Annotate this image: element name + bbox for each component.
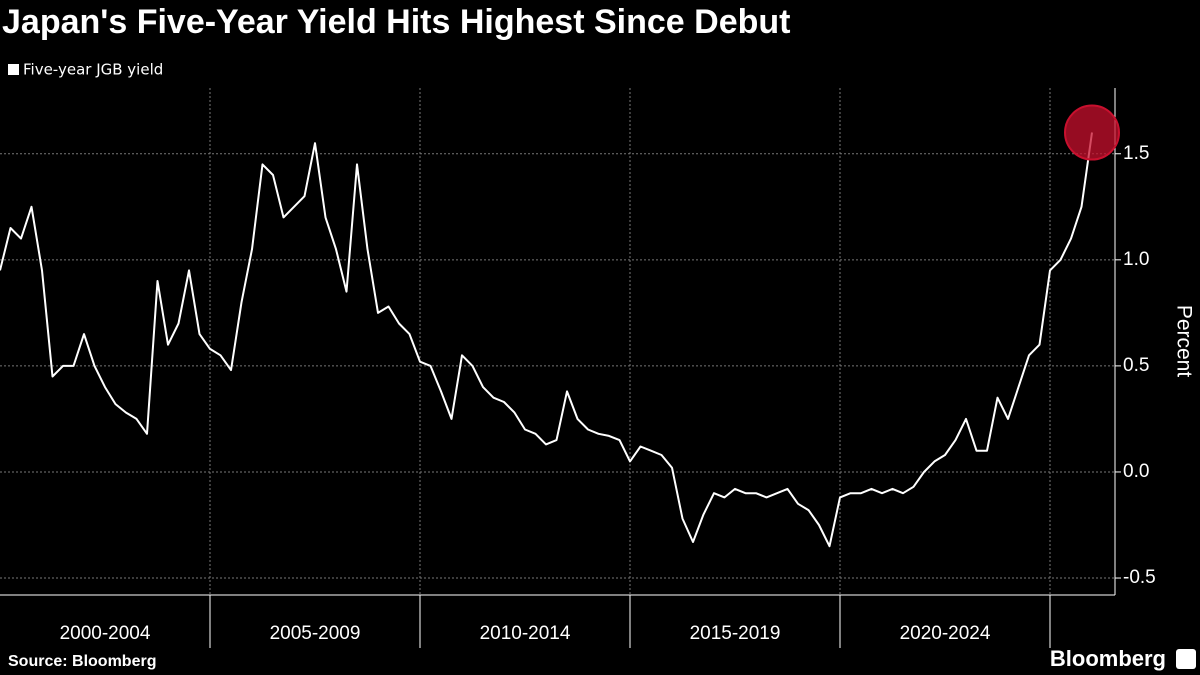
source: Source: Bloomberg [8, 653, 156, 670]
y-tick-label: -0.5 [1123, 567, 1156, 588]
x-tick-label: 2005-2009 [270, 623, 361, 644]
y-axis-label: Percent [1172, 305, 1195, 378]
x-tick-label: 2015-2019 [690, 623, 781, 644]
legend-swatch [8, 64, 19, 75]
x-tick-label: 2010-2014 [480, 623, 571, 644]
y-tick-label: 1.5 [1123, 143, 1149, 164]
y-tick-label: 1.0 [1123, 249, 1149, 270]
x-tick-label: 2000-2004 [60, 623, 151, 644]
y-tick-label: 0.0 [1123, 461, 1149, 482]
brand: Bloomberg [1050, 646, 1166, 671]
chart-title: Japan's Five-Year Yield Hits Highest Sin… [2, 3, 790, 41]
y-tick-label: 0.5 [1123, 355, 1149, 376]
highlight-circle [1064, 104, 1120, 161]
legend-label: Five-year JGB yield [23, 61, 163, 79]
x-tick-label: 2020-2024 [900, 623, 991, 644]
series-line [0, 132, 1093, 548]
brand-icon [1176, 649, 1196, 669]
